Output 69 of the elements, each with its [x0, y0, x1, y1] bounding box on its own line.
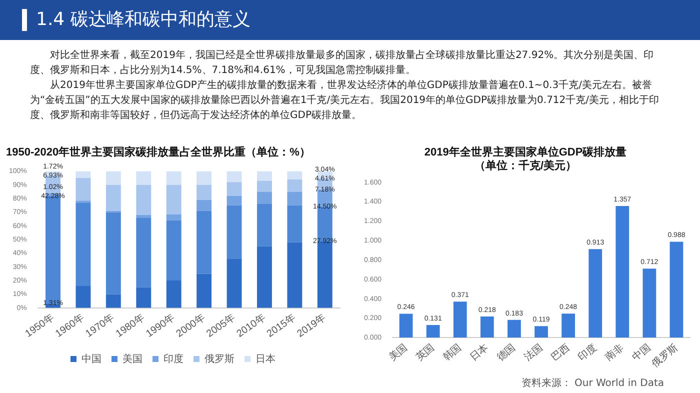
- bar: [287, 179, 302, 192]
- x-tick-label: 南非: [602, 341, 626, 364]
- bar: [616, 206, 630, 338]
- bar: [257, 246, 272, 308]
- bar: [287, 171, 302, 180]
- bar: [136, 214, 152, 218]
- x-tick-label: 印度: [576, 341, 599, 364]
- bar: [166, 184, 182, 214]
- bar: [287, 192, 302, 206]
- bar: [76, 171, 91, 178]
- bar: [226, 258, 242, 308]
- x-tick-label: 法国: [522, 341, 545, 364]
- bar: [76, 286, 91, 308]
- x-tick-label: 德国: [495, 342, 518, 364]
- bar: [106, 171, 121, 185]
- bar: [76, 202, 91, 286]
- bar: [136, 287, 152, 308]
- bar: [106, 294, 121, 308]
- x-tick-label: 美国: [386, 341, 410, 364]
- bar: [226, 196, 242, 206]
- x-tick-label: 中国: [630, 341, 654, 364]
- bar: [257, 180, 272, 192]
- x-tick-label: 韩国: [440, 341, 464, 364]
- bar: [453, 302, 467, 338]
- bar: [166, 280, 182, 308]
- chart-subtitle: （单位：千克/美元）: [474, 158, 577, 172]
- bar: [562, 314, 575, 338]
- bar: [196, 171, 212, 185]
- x-tick-label: 英国: [414, 341, 437, 364]
- bar: [106, 212, 121, 294]
- bar: [196, 210, 212, 274]
- bar: [426, 324, 440, 338]
- bar: [317, 241, 332, 308]
- bar: [196, 274, 212, 308]
- bar: [257, 204, 272, 246]
- bar: [136, 218, 152, 288]
- text: 资料来源： Our World in Data: [521, 376, 664, 390]
- bar: [166, 220, 182, 281]
- text: 从2019年世界主要国家单位GDP产生的碳排放量的数据来看，世界发达经济体的单位GDP碳排放量普遍在0.1~0.3千克/美元左右。被誉为“金砖五国”的五大发展中国家的碳排放量除巴西以外普遍在1千克/美元左右。我国2019年的单位GDP碳排放量为0.712千克/美元，相比于印度、俄罗斯和南非等国较好，但仍远高于发达经济体的单位GDP碳排放量。: [30, 78, 660, 123]
- bar: [166, 214, 182, 220]
- bar: [226, 205, 242, 259]
- bar: [226, 171, 242, 182]
- bar: [480, 316, 494, 338]
- bar: [166, 171, 182, 185]
- bar: [534, 326, 548, 338]
- bar: [196, 184, 212, 200]
- bar: [508, 320, 521, 338]
- bar: [226, 182, 242, 196]
- bar: [287, 205, 302, 242]
- bar: [106, 184, 121, 211]
- bar: [287, 242, 302, 308]
- bar: [670, 242, 684, 338]
- bar: [399, 314, 413, 338]
- bar: [136, 184, 152, 215]
- bar: [588, 249, 602, 338]
- chart-title: 1950-2020年世界主要国家碳排放量占全世界比重（单位：%）: [6, 146, 310, 159]
- bar: [642, 268, 656, 338]
- bar: [196, 200, 212, 211]
- bar: [257, 192, 272, 204]
- x-tick-label: 巴西: [550, 342, 572, 364]
- bar: [257, 171, 272, 181]
- chart-title: 2019年全世界主要国家单位GDP碳排放量: [424, 146, 627, 159]
- bar: [136, 171, 152, 185]
- x-tick-label: 2010年: [234, 312, 268, 340]
- bar: [76, 178, 91, 201]
- x-tick-label: 日本: [468, 341, 491, 364]
- x-tick-label: 2019年: [294, 312, 328, 340]
- text: 1.4 碳达峰和碳中和的意义: [36, 8, 250, 32]
- text: 对比全世界来看，截至2019年，我国已经是全世界碳排放量最多的国家，碳排放量占全球碳排放量比重达27.92%。其次分别是美国、印度、俄罗斯和日本，占比分别为14.5%、7.18%和4.61%，可见我国急需控制碳排量。: [30, 48, 655, 78]
